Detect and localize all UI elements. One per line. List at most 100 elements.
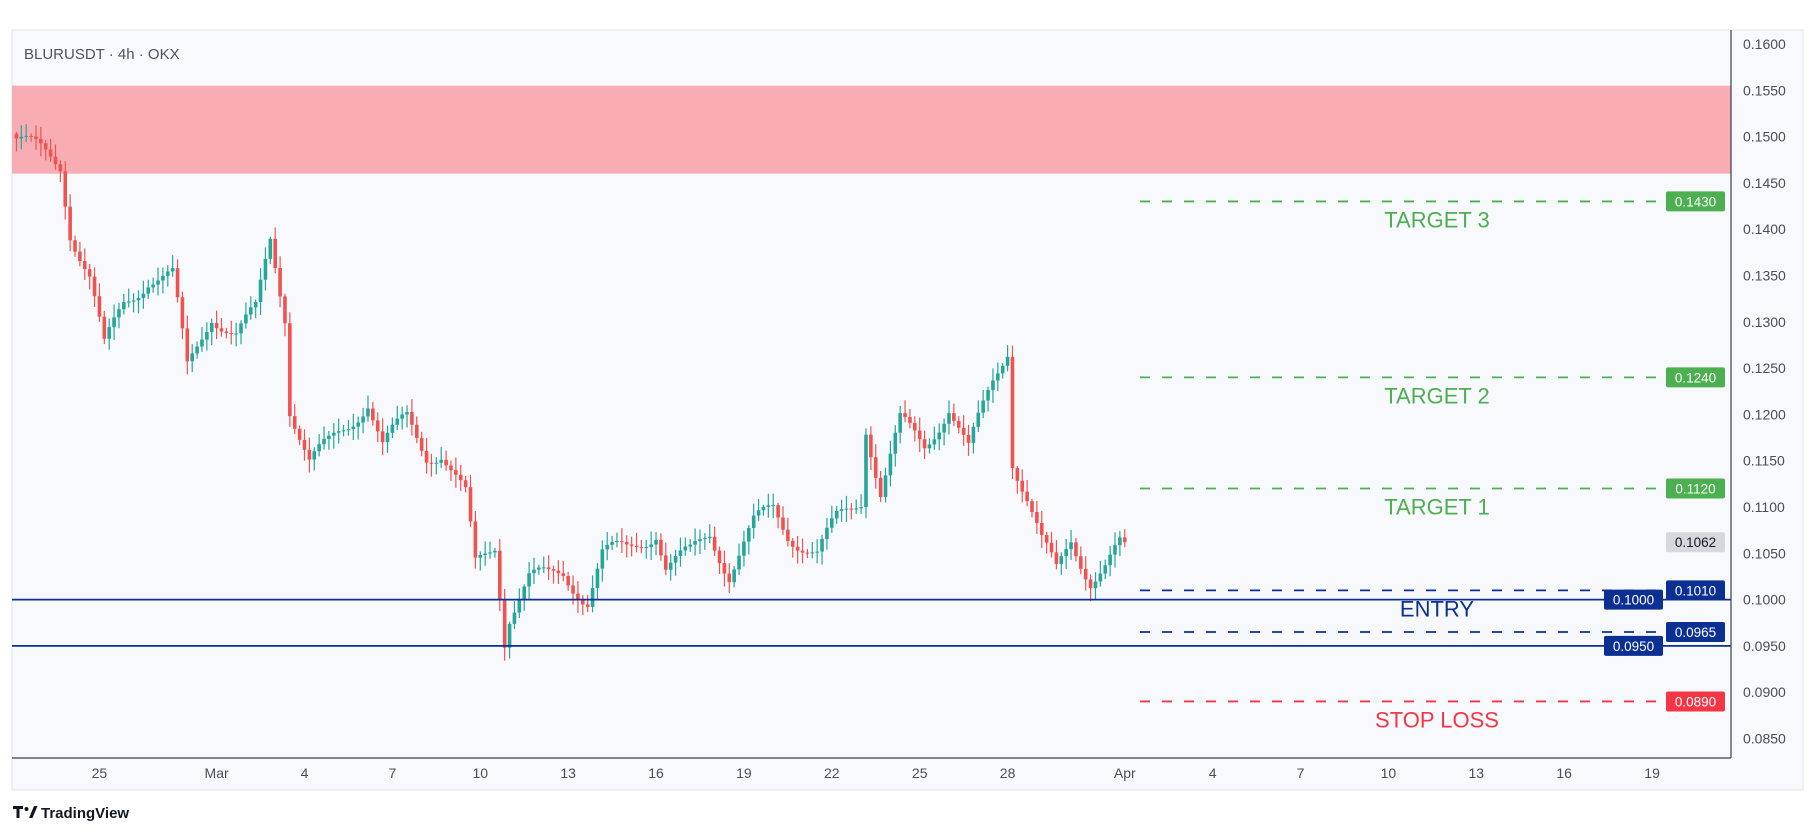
candle-body xyxy=(1074,542,1078,557)
candle-body xyxy=(937,432,942,440)
candle-body xyxy=(712,536,717,551)
candle xyxy=(63,161,68,220)
candle xyxy=(996,362,1000,392)
candle xyxy=(1064,538,1068,570)
candle-body xyxy=(898,413,902,433)
candle xyxy=(844,495,849,523)
candle-body xyxy=(610,541,614,545)
candle-body xyxy=(283,296,287,324)
candle xyxy=(566,571,570,591)
candle-body xyxy=(834,510,839,519)
candle xyxy=(629,536,634,557)
candle-body xyxy=(1103,565,1108,574)
candle-body xyxy=(541,567,546,569)
target-1-level[interactable]: TARGET 1 xyxy=(1140,487,1724,519)
candle-body xyxy=(903,413,907,418)
candle xyxy=(102,310,107,345)
candle-body xyxy=(952,413,956,421)
entry-upper-solid-level[interactable]: ENTRY xyxy=(12,597,1731,622)
tradingview-logo[interactable]: TradingView xyxy=(13,805,129,822)
candle-body xyxy=(317,444,321,452)
candle-body xyxy=(854,508,859,510)
candle xyxy=(1118,531,1122,556)
candle xyxy=(922,430,927,460)
candle xyxy=(24,124,28,143)
candle xyxy=(493,547,497,558)
candle-body xyxy=(87,269,92,277)
candle-body xyxy=(385,432,390,443)
candle xyxy=(1025,479,1029,507)
candle xyxy=(1030,498,1034,518)
candle-body xyxy=(390,424,395,433)
candle xyxy=(698,529,702,555)
candle xyxy=(175,259,180,303)
candle xyxy=(288,312,292,427)
candle-body xyxy=(717,550,722,564)
time-axis[interactable]: 25 Mar 4 7 10 13 16 19 22 25 28 Apr 4 7 10 13 16 19 xyxy=(92,765,1660,781)
price-tick-label: 0.1300 xyxy=(1743,314,1786,330)
candle xyxy=(248,296,253,320)
candle xyxy=(908,409,912,429)
price-badge-bg xyxy=(1666,478,1725,499)
time-tick-label: Mar xyxy=(205,765,229,781)
candle-body xyxy=(522,586,527,600)
candle-body xyxy=(546,567,551,570)
candle xyxy=(595,563,600,599)
candle xyxy=(913,416,917,442)
candle-body xyxy=(698,539,702,542)
candle-body xyxy=(410,412,414,425)
candle-body xyxy=(1118,537,1122,546)
price-tick-label: 0.1000 xyxy=(1743,592,1786,608)
target-3-level[interactable]: TARGET 3 xyxy=(1140,200,1724,232)
candle xyxy=(278,256,282,308)
candle xyxy=(200,327,204,352)
candle-body xyxy=(654,539,658,545)
time-tick-label: 25 xyxy=(912,765,928,781)
candle xyxy=(444,450,448,471)
candle-body xyxy=(707,536,712,538)
candle-body xyxy=(810,552,815,554)
candle-body xyxy=(517,599,522,613)
candle-body xyxy=(200,339,204,347)
candle xyxy=(576,581,580,613)
price-axis[interactable]: 0.1600 0.1550 0.1500 0.1450 0.1400 0.1350 0.13… xyxy=(1743,36,1786,747)
resistance-zone xyxy=(12,85,1731,174)
price-tick-label: 0.1500 xyxy=(1743,129,1786,145)
candle xyxy=(385,425,390,453)
candle xyxy=(458,464,463,492)
candle xyxy=(165,265,170,287)
time-tick-label: 10 xyxy=(1381,765,1397,781)
candle-body xyxy=(400,414,404,419)
candle-body xyxy=(292,416,297,429)
candle-body xyxy=(126,301,131,303)
stop-loss-level[interactable]: STOP LOSS xyxy=(1140,700,1724,732)
candle xyxy=(864,428,868,519)
candle xyxy=(395,405,400,431)
candle xyxy=(1020,469,1025,503)
candle-body xyxy=(751,515,756,528)
candle xyxy=(502,588,507,661)
candle xyxy=(327,430,331,450)
candle-body xyxy=(336,431,341,433)
target-2-level[interactable]: TARGET 2 xyxy=(1140,376,1724,408)
candle xyxy=(991,368,995,403)
candle-body xyxy=(371,408,375,421)
candle-body xyxy=(73,240,77,252)
candle xyxy=(1010,345,1015,480)
candle xyxy=(156,267,160,296)
candle-body xyxy=(761,506,766,511)
candle xyxy=(292,404,297,435)
candle xyxy=(737,543,741,575)
candle-body xyxy=(844,508,849,510)
candle-body xyxy=(1020,480,1025,492)
candle xyxy=(790,537,795,558)
candle xyxy=(312,447,317,471)
candle xyxy=(78,241,82,267)
candle xyxy=(361,407,365,434)
candle-body xyxy=(48,149,53,157)
candle-body xyxy=(14,133,19,139)
candle-body xyxy=(873,457,878,478)
candle-body xyxy=(922,439,927,449)
candle xyxy=(532,557,536,584)
